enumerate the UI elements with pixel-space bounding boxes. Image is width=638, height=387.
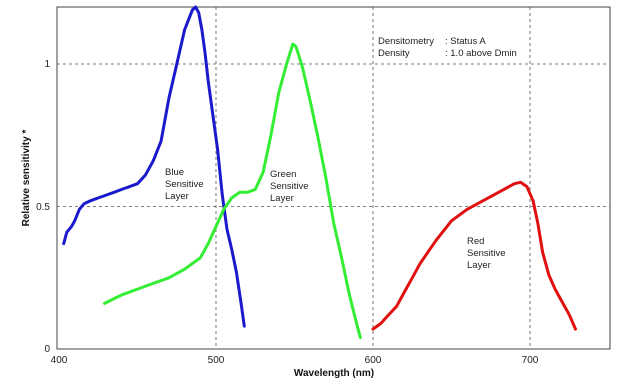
x-tick-label: 600 <box>365 355 382 366</box>
info-density-value: : 1.0 above Dmin <box>445 48 517 59</box>
y-tick-label: 0.5 <box>36 202 50 213</box>
green-label-line: Sensitive <box>270 181 309 192</box>
red-label-line: Layer <box>467 260 491 271</box>
blue-label-line: Blue <box>165 167 184 178</box>
y-tick-label: 0 <box>44 344 50 355</box>
red-sensitivity-line <box>371 180 577 331</box>
grid-lines <box>57 7 610 349</box>
x-tick-label: 700 <box>522 355 539 366</box>
y-tick-label: 1 <box>44 59 50 70</box>
plot-frame <box>56 6 611 350</box>
info-density-label: Density <box>378 48 410 59</box>
green-label-line: Layer <box>270 193 294 204</box>
x-tick-label: 500 <box>208 355 225 366</box>
blue-layer-label: Blue Sensitive Layer <box>165 167 204 202</box>
x-tick-label: 400 <box>51 355 68 366</box>
info-annotation: Densitometry : Status A Density : 1.0 ab… <box>378 36 517 59</box>
red-label-line: Sensitive <box>467 248 506 259</box>
green-layer-label: Green Sensitive Layer <box>270 169 309 204</box>
y-axis-title: Relative sensitivity * <box>21 130 32 227</box>
green-label-line: Green <box>270 169 296 180</box>
info-densitometry-label: Densitometry <box>378 36 434 47</box>
blue-label-line: Sensitive <box>165 179 204 190</box>
green-sensitivity-line <box>103 42 362 340</box>
info-densitometry-value: : Status A <box>445 36 486 47</box>
x-tick-labels: 400 500 600 700 <box>51 355 539 366</box>
red-label-line: Red <box>467 236 484 247</box>
series-layer <box>62 5 577 340</box>
y-tick-labels: 0 0.5 1 <box>36 59 50 355</box>
red-layer-label: Red Sensitive Layer <box>467 236 506 271</box>
x-axis-title: Wavelength (nm) <box>294 368 374 379</box>
blue-label-line: Layer <box>165 191 189 202</box>
blue-sensitivity-line <box>62 5 246 328</box>
